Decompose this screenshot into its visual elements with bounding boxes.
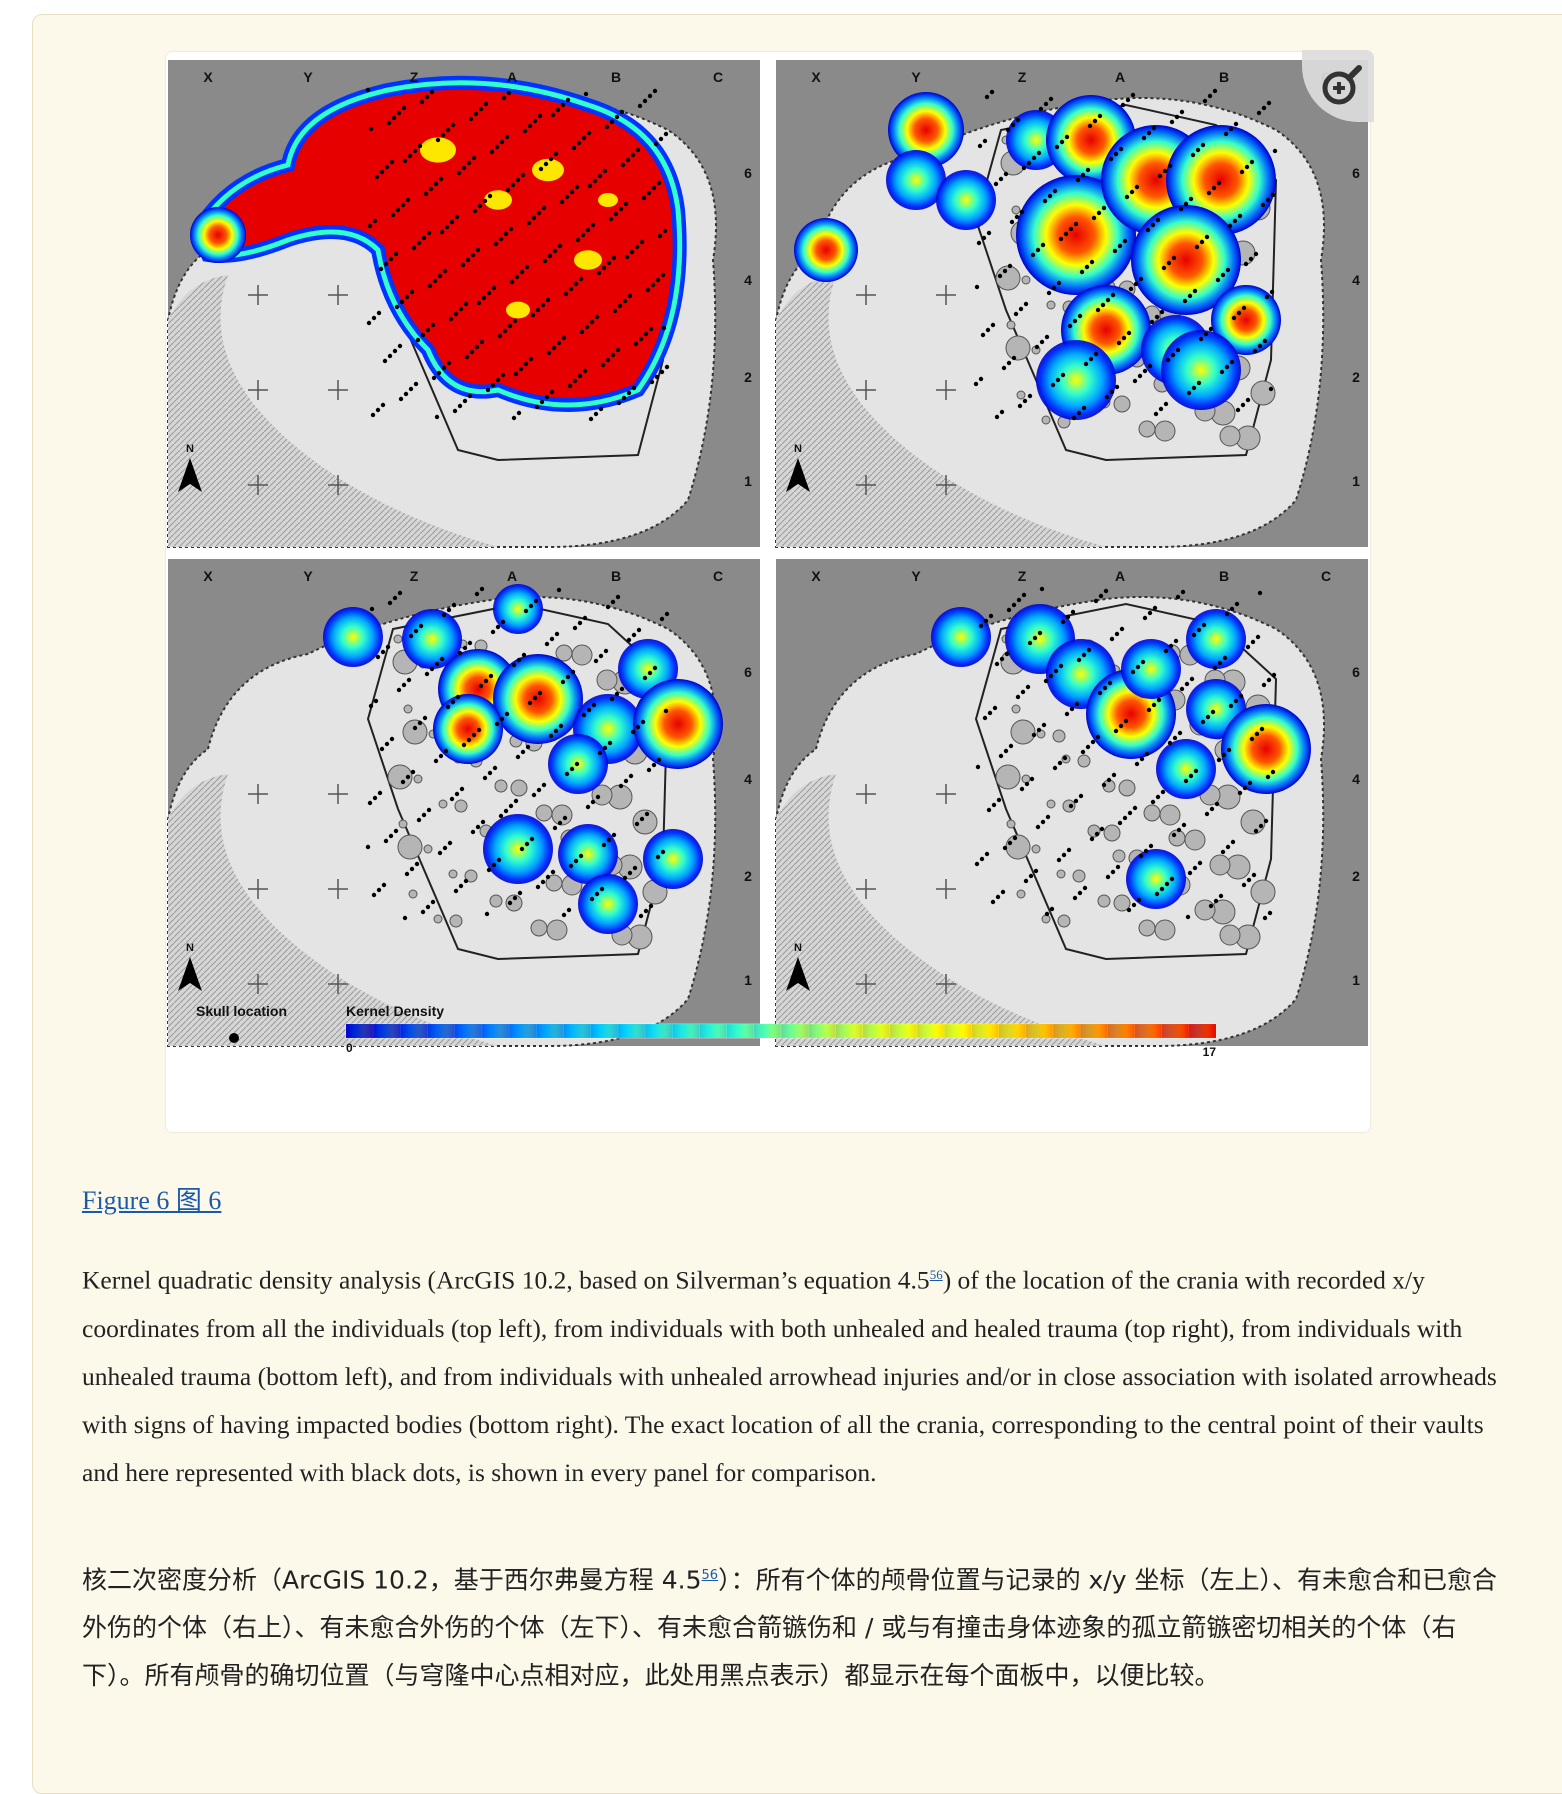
row-label: 2 (1352, 369, 1360, 385)
scale-max-label: 17 (1203, 1045, 1217, 1059)
column-label: Z (1018, 568, 1027, 584)
row-label: 2 (744, 369, 752, 385)
column-label: Y (911, 69, 921, 85)
zoom-in-icon (1322, 65, 1362, 105)
column-label: Z (410, 69, 419, 85)
skull-dot-icon (229, 1033, 239, 1043)
row-label: 4 (744, 272, 752, 288)
row-label: 1 (744, 972, 752, 988)
column-label: A (1115, 568, 1125, 584)
zoom-button[interactable] (1302, 50, 1374, 122)
row-label: 6 (1352, 165, 1360, 181)
legend-density-label: Kernel Density (346, 1003, 444, 1019)
row-label: 4 (744, 771, 752, 787)
row-label: 1 (1352, 972, 1360, 988)
north-arrow-icon (178, 458, 202, 492)
column-label: A (507, 69, 517, 85)
row-label: 1 (744, 473, 752, 489)
figure-legend: Skull location Kernel Density 0 17 (196, 1003, 1216, 1059)
panel-bottom-left: X Y Z A B C 6 4 2 1 N (167, 559, 760, 1047)
column-label: C (713, 69, 723, 85)
figure-image: XYZABC6421NXYZABC6421NXYZABC6421NXYZABC6… (166, 52, 1370, 1132)
row-label: 2 (744, 868, 752, 884)
figure-link[interactable]: Figure 6 图 6 (82, 1186, 222, 1215)
north-arrow-icon (786, 957, 810, 991)
column-label: B (611, 69, 621, 85)
north-label: N (186, 443, 194, 455)
north-arrow-icon (178, 957, 202, 991)
column-label: B (611, 568, 621, 584)
density-color-scale (345, 1023, 1217, 1039)
reference-link-zh[interactable]: 56 (701, 1568, 719, 1583)
row-label: 6 (1352, 664, 1360, 680)
caption-chinese: 核二次密度分析（ArcGIS 10.2，基于西尔弗曼方程 4.556）：所有个体… (82, 1565, 1497, 1691)
panel-top-left: X Y Z A B C 6 4 2 1 N (167, 60, 760, 548)
north-label: N (794, 942, 802, 954)
row-label: 2 (1352, 868, 1360, 884)
column-label: A (1115, 69, 1125, 85)
column-label: X (811, 568, 821, 584)
legend-skull-label: Skull location (196, 1003, 287, 1019)
north-label: N (186, 942, 194, 954)
column-label: A (507, 568, 517, 584)
row-label: 1 (1352, 473, 1360, 489)
scale-min-label: 0 (346, 1041, 353, 1055)
north-label: N (794, 443, 802, 455)
column-label: Y (911, 568, 921, 584)
column-label: X (203, 69, 213, 85)
north-arrow-icon (786, 458, 810, 492)
row-label: 4 (1352, 771, 1360, 787)
column-label: X (203, 568, 213, 584)
column-label: B (1219, 568, 1229, 584)
column-label: Y (303, 568, 313, 584)
column-label: B (1219, 69, 1229, 85)
column-label: C (1321, 568, 1331, 584)
caption-english: Kernel quadratic density analysis (ArcGI… (82, 1265, 1497, 1487)
column-label: C (713, 568, 723, 584)
reference-link[interactable]: 56 (929, 1267, 943, 1282)
row-label: 6 (744, 165, 752, 181)
column-label: Z (1018, 69, 1027, 85)
row-label: 6 (744, 664, 752, 680)
panel-bottom-right: X Y Z A B C 6 4 2 1 N (775, 559, 1368, 1047)
column-label: Z (410, 568, 419, 584)
column-label: X (811, 69, 821, 85)
column-label: Y (303, 69, 313, 85)
row-label: 4 (1352, 272, 1360, 288)
